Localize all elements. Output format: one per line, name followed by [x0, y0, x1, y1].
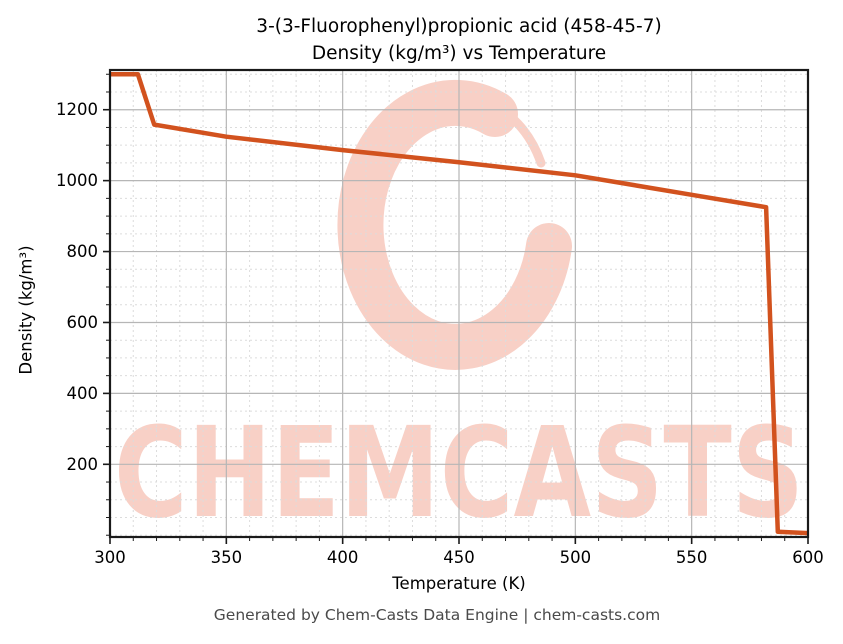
x-tick-label: 500: [560, 548, 592, 567]
x-axis-label: Temperature (K): [392, 574, 526, 593]
y-tick-label: 400: [67, 384, 99, 403]
chart-title: 3-(3-Fluorophenyl)propionic acid (458-45…: [256, 13, 661, 67]
density-line: [110, 72, 809, 536]
y-tick-label: 800: [67, 242, 99, 261]
y-tick-label: 600: [67, 313, 99, 332]
chemcasts-logo-highlight-icon: [463, 94, 546, 168]
chart-title-line2: Density (kg/m³) vs Temperature: [311, 43, 607, 64]
y-axis-label: Density (kg/m³): [16, 245, 36, 375]
chart-title-line1: 3-(3-Fluorophenyl)propionic acid (458-45…: [256, 16, 662, 37]
chemcasts-logo-highlight2-icon: [531, 248, 564, 309]
y-tick-label: 200: [67, 455, 99, 474]
x-tick-label: 350: [211, 548, 243, 567]
x-tick-label: 300: [94, 548, 126, 567]
x-tick-label: 550: [676, 548, 708, 567]
x-tick-label: 600: [792, 548, 824, 567]
x-tick-label: 400: [327, 548, 359, 567]
x-tick-label: 450: [443, 548, 475, 567]
y-tick-label: 1000: [56, 171, 98, 190]
y-tick-label: 1200: [56, 100, 98, 119]
footer-credit: Generated by Chem-Casts Data Engine | ch…: [213, 606, 661, 624]
